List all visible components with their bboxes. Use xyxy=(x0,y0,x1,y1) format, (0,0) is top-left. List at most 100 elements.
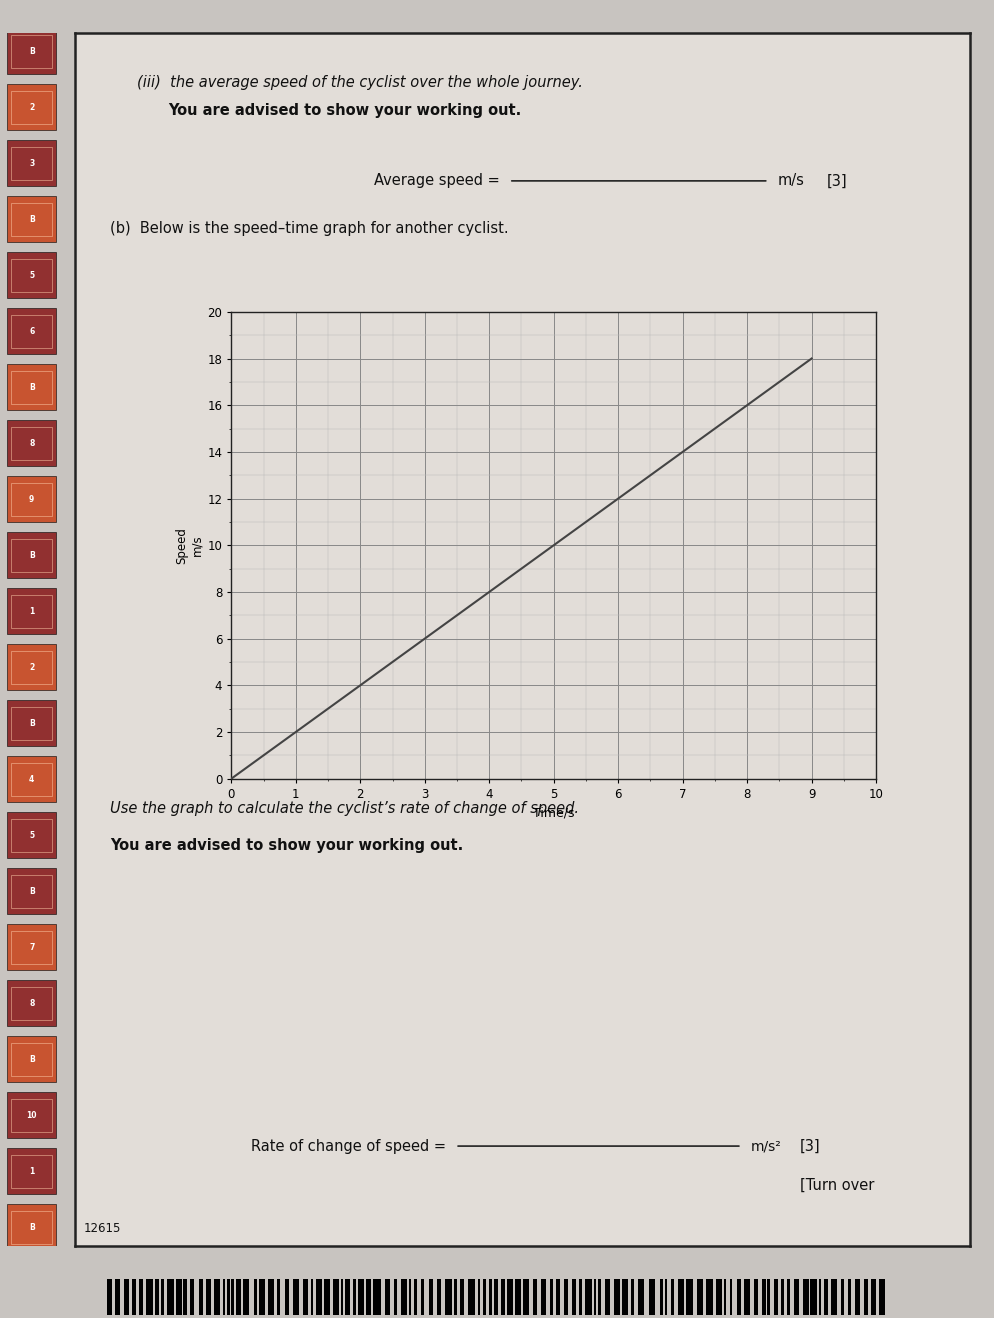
Bar xyxy=(507,1280,513,1314)
Bar xyxy=(841,1280,843,1314)
Text: B: B xyxy=(29,718,35,728)
Bar xyxy=(236,1280,241,1314)
Bar xyxy=(231,1280,234,1314)
FancyBboxPatch shape xyxy=(7,364,57,410)
Bar xyxy=(729,1280,732,1314)
Text: Rate of change of speed =: Rate of change of speed = xyxy=(250,1139,450,1153)
Bar xyxy=(630,1280,633,1314)
FancyBboxPatch shape xyxy=(7,28,57,74)
Text: 1: 1 xyxy=(29,1166,35,1176)
Bar xyxy=(563,1280,568,1314)
Bar xyxy=(132,1280,135,1314)
Text: 1: 1 xyxy=(29,606,35,616)
FancyBboxPatch shape xyxy=(7,84,57,130)
Text: 4: 4 xyxy=(29,775,35,784)
FancyBboxPatch shape xyxy=(7,196,57,243)
Bar xyxy=(353,1280,356,1314)
FancyBboxPatch shape xyxy=(7,588,57,634)
Bar xyxy=(459,1280,463,1314)
Bar xyxy=(183,1280,187,1314)
FancyBboxPatch shape xyxy=(7,1148,57,1194)
Bar xyxy=(409,1280,411,1314)
Bar xyxy=(724,1280,726,1314)
Bar xyxy=(818,1280,820,1314)
Bar xyxy=(161,1280,164,1314)
Bar xyxy=(780,1280,783,1314)
Text: m/s: m/s xyxy=(777,174,804,188)
Bar xyxy=(686,1280,693,1314)
FancyBboxPatch shape xyxy=(7,700,57,746)
Bar xyxy=(847,1280,850,1314)
Text: 10: 10 xyxy=(27,1111,37,1120)
Bar xyxy=(670,1280,674,1314)
Bar xyxy=(394,1280,397,1314)
Bar xyxy=(809,1280,816,1314)
Bar xyxy=(477,1280,480,1314)
Bar xyxy=(373,1280,381,1314)
Bar xyxy=(324,1280,330,1314)
Bar xyxy=(823,1280,827,1314)
Bar xyxy=(345,1280,350,1314)
Bar xyxy=(706,1280,712,1314)
Text: [Turn over: [Turn over xyxy=(799,1177,874,1193)
Bar xyxy=(444,1280,451,1314)
FancyBboxPatch shape xyxy=(7,140,57,186)
Bar xyxy=(366,1280,371,1314)
Text: 5: 5 xyxy=(29,830,34,840)
Bar xyxy=(802,1280,808,1314)
Text: 8: 8 xyxy=(29,999,35,1008)
FancyBboxPatch shape xyxy=(7,812,57,858)
FancyBboxPatch shape xyxy=(7,1205,57,1251)
Bar xyxy=(401,1280,407,1314)
Bar xyxy=(659,1280,662,1314)
Text: 3: 3 xyxy=(29,158,35,167)
Bar xyxy=(744,1280,748,1314)
Text: You are advised to show your working out.: You are advised to show your working out… xyxy=(110,838,463,853)
Bar xyxy=(214,1280,220,1314)
Bar xyxy=(482,1280,485,1314)
Bar xyxy=(155,1280,158,1314)
Text: 6: 6 xyxy=(29,327,35,336)
Bar xyxy=(302,1280,308,1314)
Bar xyxy=(206,1280,211,1314)
FancyBboxPatch shape xyxy=(7,1093,57,1139)
Bar xyxy=(199,1280,203,1314)
Bar xyxy=(773,1280,777,1314)
Bar xyxy=(864,1280,868,1314)
Bar xyxy=(190,1280,194,1314)
Bar xyxy=(358,1280,364,1314)
Text: 12615: 12615 xyxy=(83,1222,121,1235)
Bar xyxy=(793,1280,798,1314)
Bar xyxy=(831,1280,836,1314)
Bar xyxy=(258,1280,264,1314)
Bar xyxy=(315,1280,322,1314)
Text: B: B xyxy=(29,382,35,391)
Bar xyxy=(696,1280,703,1314)
FancyBboxPatch shape xyxy=(7,1036,57,1082)
Text: 7: 7 xyxy=(29,942,35,952)
Text: (iii)  the average speed of the cyclist over the whole journey.: (iii) the average speed of the cyclist o… xyxy=(137,75,582,91)
Bar xyxy=(648,1280,654,1314)
Bar xyxy=(613,1280,620,1314)
Bar xyxy=(436,1280,441,1314)
Bar xyxy=(572,1280,576,1314)
Bar xyxy=(453,1280,456,1314)
FancyBboxPatch shape xyxy=(7,476,57,522)
Bar xyxy=(871,1280,876,1314)
Bar xyxy=(253,1280,256,1314)
FancyBboxPatch shape xyxy=(7,308,57,355)
FancyBboxPatch shape xyxy=(7,981,57,1027)
FancyBboxPatch shape xyxy=(7,532,57,579)
Bar xyxy=(333,1280,339,1314)
Y-axis label: Speed
m/s: Speed m/s xyxy=(175,527,203,564)
Text: 9: 9 xyxy=(29,494,35,503)
Bar xyxy=(664,1280,666,1314)
Text: B: B xyxy=(29,887,35,896)
FancyBboxPatch shape xyxy=(7,252,57,298)
Bar xyxy=(533,1280,536,1314)
Text: [3]: [3] xyxy=(826,174,847,188)
Text: B: B xyxy=(29,1223,35,1232)
Bar xyxy=(541,1280,546,1314)
Bar xyxy=(604,1280,609,1314)
Bar xyxy=(556,1280,560,1314)
